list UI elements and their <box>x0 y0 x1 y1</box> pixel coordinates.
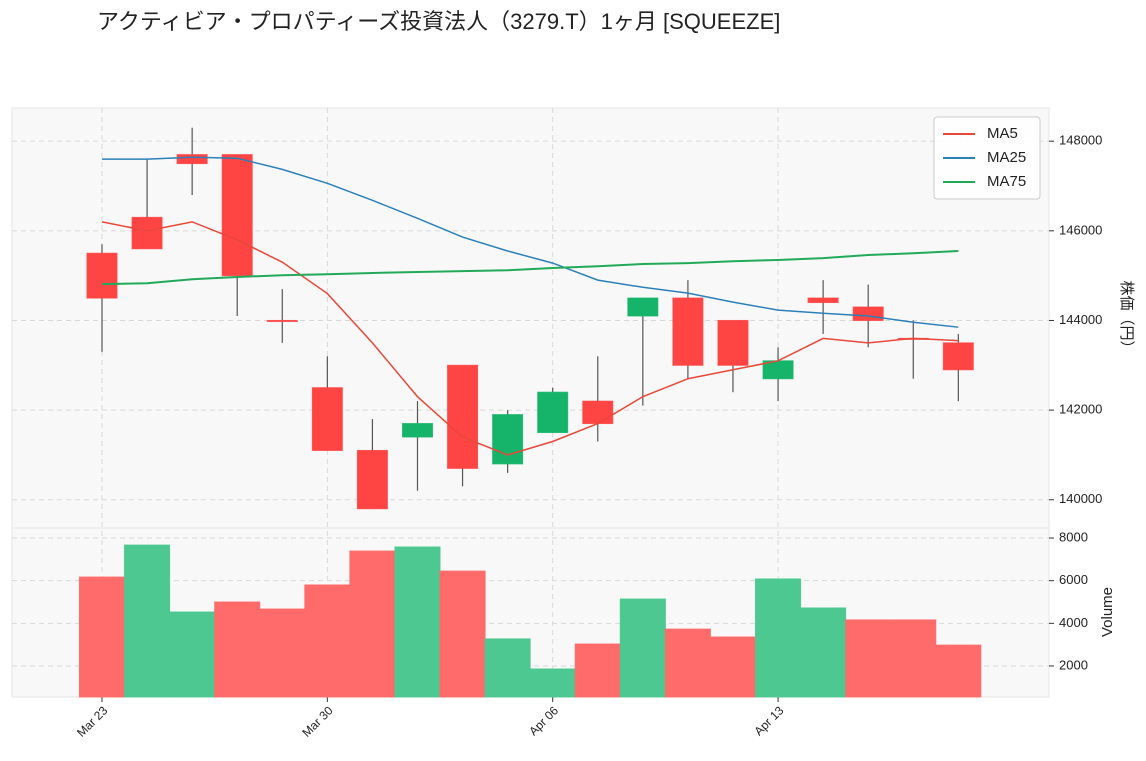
volume-bar <box>349 550 396 698</box>
y-tick-label: 140000 <box>1059 491 1102 506</box>
candle-body <box>221 154 253 277</box>
candle-body <box>86 252 118 299</box>
y-tick-label: 148000 <box>1059 133 1102 148</box>
volume-bar <box>619 598 666 698</box>
candle-body <box>942 342 974 371</box>
x-tick-label: Apr 06 <box>526 703 561 738</box>
legend-box <box>933 116 1041 200</box>
y-tick-label: 146000 <box>1059 222 1102 237</box>
volume-bar <box>664 628 711 698</box>
candle-body <box>717 319 749 366</box>
candle-body <box>266 319 298 322</box>
candle-body <box>672 297 704 366</box>
volume-bar <box>529 668 576 698</box>
candle-body <box>492 414 524 465</box>
volume-bar <box>214 601 261 698</box>
volume-bar <box>124 544 171 698</box>
candle-body <box>131 216 163 250</box>
ma-line <box>101 249 959 286</box>
x-tick-label: Apr 13 <box>752 703 787 738</box>
candle-body <box>176 154 208 165</box>
plot-background <box>11 107 1050 698</box>
candle-body <box>401 423 433 438</box>
chart-title: アクティビア・プロパティーズ投資法人（3279.T）1ヶ月 [SQUEEZE] <box>97 9 780 34</box>
volume-tick-label: 4000 <box>1059 615 1088 630</box>
volume-tick-label: 2000 <box>1059 657 1088 672</box>
volume-bar <box>169 611 216 698</box>
volume-bar <box>394 546 441 698</box>
volume-bar <box>78 576 126 698</box>
candle-body <box>627 297 659 317</box>
legend: MA5 MA25 MA75 <box>933 116 1041 200</box>
candle-body <box>537 391 569 434</box>
ma-line <box>101 221 959 456</box>
volume-axis-label: Volume <box>1099 587 1116 637</box>
volume-bar <box>845 619 892 698</box>
legend-label: MA5 <box>987 125 1018 142</box>
volume-bar <box>935 644 982 698</box>
candle-body <box>807 297 839 304</box>
volume-tick-label: 6000 <box>1059 572 1088 587</box>
volume-bar <box>439 570 486 698</box>
candle-body <box>356 449 388 510</box>
candle-body <box>582 400 614 425</box>
y-tick-label: 144000 <box>1059 312 1102 327</box>
y-tick-label: 142000 <box>1059 402 1102 417</box>
volume-bar <box>484 638 531 698</box>
legend-label: MA75 <box>987 173 1026 190</box>
x-tick-label: Mar 23 <box>74 703 111 740</box>
y-axis-label: 株価（円） <box>1118 280 1135 355</box>
volume-bar <box>800 607 847 698</box>
candle-body <box>311 387 343 451</box>
volume-tick-label: 8000 <box>1059 529 1088 544</box>
candle-body <box>447 364 479 469</box>
volume-bar <box>890 619 937 698</box>
volume-bar <box>574 643 621 698</box>
volume-bar <box>304 584 351 698</box>
ma-line <box>102 156 959 328</box>
x-tick-label: Mar 30 <box>299 703 336 740</box>
legend-label: MA25 <box>987 149 1026 166</box>
volume-bar <box>259 608 306 698</box>
volume-bar <box>755 578 802 698</box>
candle-body <box>852 306 884 321</box>
volume-bar <box>709 636 757 698</box>
